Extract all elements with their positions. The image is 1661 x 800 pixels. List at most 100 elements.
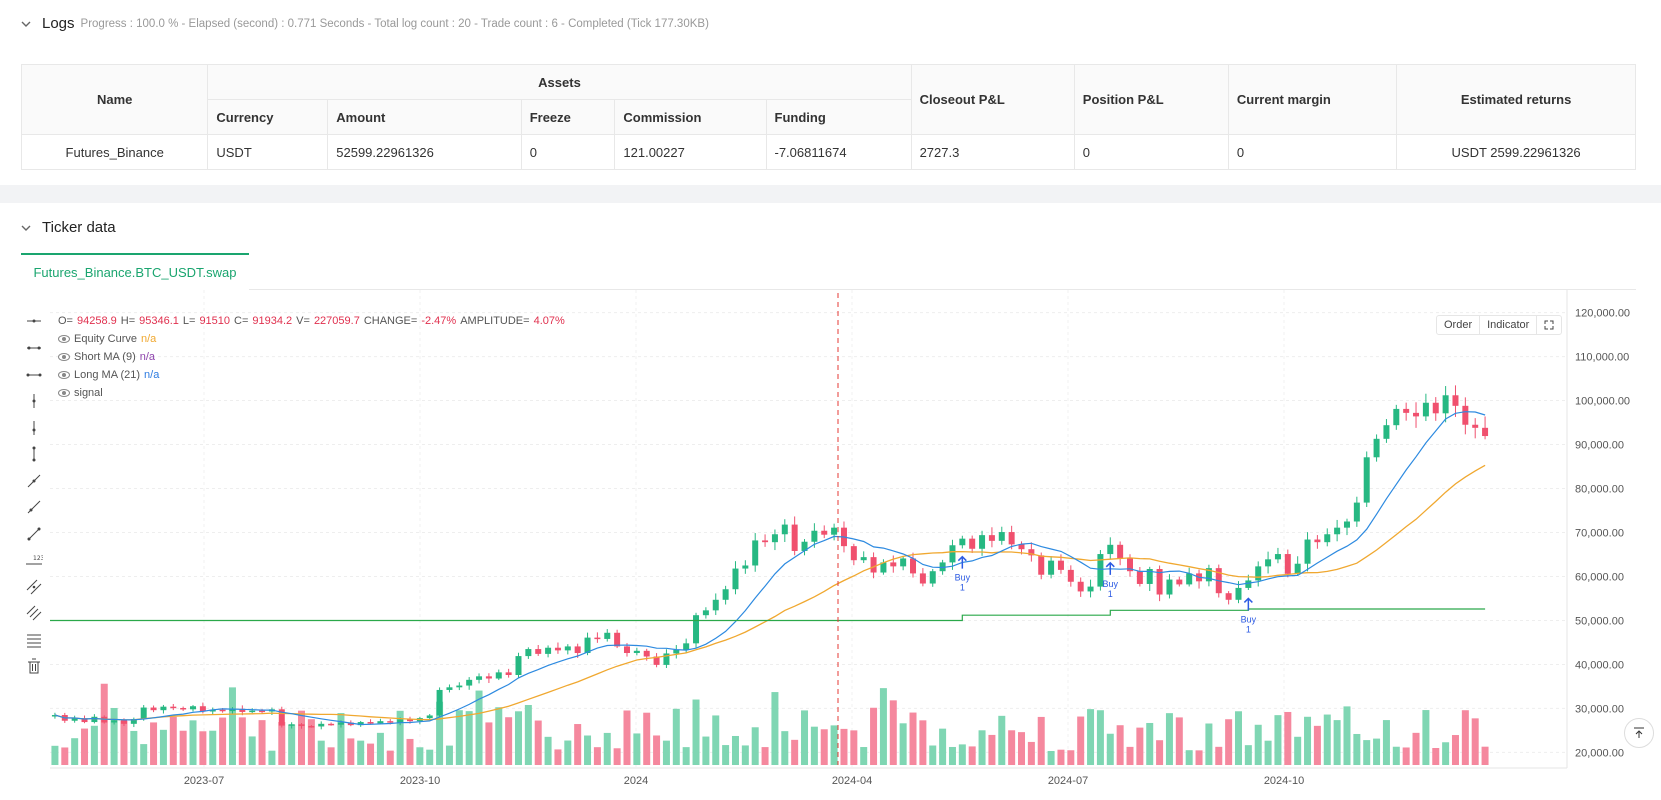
candle-body <box>752 540 759 566</box>
parallel-channel-icon[interactable] <box>22 576 46 598</box>
candle-body <box>150 707 157 711</box>
candle-body <box>259 710 266 713</box>
volume-bar <box>1185 750 1193 765</box>
scroll-to-top-button[interactable] <box>1624 718 1654 748</box>
volume-bar <box>791 739 799 765</box>
x-tick-label: 2023-07 <box>184 775 224 787</box>
candle-body <box>1284 554 1291 574</box>
volume-bar <box>179 730 187 765</box>
vertical-line-icon[interactable] <box>22 390 46 412</box>
fibonacci-lines-icon[interactable] <box>22 629 46 651</box>
candle-body <box>979 535 986 549</box>
cell-freeze: 0 <box>520 134 616 170</box>
volume-bar <box>741 745 749 765</box>
candle-body <box>554 647 561 651</box>
volume-bar <box>1422 710 1430 765</box>
candle-body <box>209 709 216 712</box>
candle-body <box>811 530 818 542</box>
volume-bar <box>1304 716 1312 765</box>
legend-long-ma[interactable]: Long MA (21) n/a <box>58 366 565 384</box>
segment-line-icon[interactable] <box>22 523 46 545</box>
eye-icon[interactable] <box>58 389 70 397</box>
candle-body <box>1038 555 1045 575</box>
volume-bar <box>692 699 700 765</box>
volume-bar <box>968 746 976 765</box>
eye-icon[interactable] <box>58 371 70 379</box>
candles <box>51 385 1489 730</box>
volume-bar <box>1175 717 1183 765</box>
buy-label: Buy <box>955 573 971 583</box>
candle-body <box>485 676 492 679</box>
volume-bar <box>879 688 887 765</box>
indicator-button[interactable]: Indicator <box>1480 316 1538 334</box>
horizontal-segment-icon[interactable] <box>22 364 46 386</box>
horizontal-ray-icon[interactable] <box>22 337 46 359</box>
eye-icon[interactable] <box>58 353 70 361</box>
volume-bar <box>1274 715 1282 765</box>
y-tick-label: 100,000.00 <box>1575 396 1630 408</box>
candle-body <box>860 557 867 561</box>
volume-bar <box>1057 749 1065 765</box>
cell-margin: 0 <box>1227 134 1398 170</box>
volume-bar <box>120 720 128 765</box>
y-tick-label: 20,000.00 <box>1575 747 1624 759</box>
candle-body <box>959 538 966 546</box>
chevron-down-icon[interactable] <box>20 222 32 234</box>
volume-bar <box>1392 746 1400 765</box>
volume-bar <box>1353 733 1361 765</box>
volume-bar <box>1412 732 1420 765</box>
volume-bar <box>1363 740 1371 765</box>
candle-body <box>347 722 354 726</box>
y-tick-label: 90,000.00 <box>1575 440 1624 452</box>
tab-btc-usdt-swap[interactable]: Futures_Binance.BTC_USDT.swap <box>21 253 249 290</box>
candle-body <box>1186 573 1193 585</box>
candlestick-chart[interactable]: 120,000.00110,000.00100,000.0090,000.008… <box>0 290 1661 800</box>
buy-label: Buy <box>1241 614 1257 624</box>
trend-line-icon[interactable] <box>22 470 46 492</box>
volume-bar <box>978 730 986 765</box>
trash-icon[interactable] <box>22 655 46 677</box>
order-button[interactable]: Order <box>1437 316 1481 334</box>
candle-body <box>1265 559 1272 567</box>
eye-icon[interactable] <box>58 335 70 343</box>
candle-body <box>446 687 453 690</box>
ray-line-icon[interactable] <box>22 496 46 518</box>
fib-channel-icon[interactable] <box>22 602 46 624</box>
legend-short-ma[interactable]: Short MA (9) n/a <box>58 348 565 366</box>
candle-body <box>71 718 78 721</box>
candle-body <box>160 706 167 711</box>
candle-body <box>801 541 808 551</box>
candle-body <box>476 676 483 680</box>
legend-signal[interactable]: signal <box>58 384 565 402</box>
cell-amount: 52599.22961326 <box>327 134 522 170</box>
volume-bar <box>574 724 582 765</box>
volume-bar <box>436 701 444 765</box>
volume-bar <box>130 730 138 765</box>
candle-body <box>357 722 364 726</box>
candle-body <box>426 715 433 719</box>
volume-bar <box>1244 745 1252 765</box>
ticker-header[interactable]: Ticker data <box>20 219 116 236</box>
chart-legend: O= 94258.9 H= 95346.1 L= 91510 C= 91934.2 V=… <box>58 312 565 402</box>
fullscreen-icon[interactable] <box>1537 316 1561 334</box>
candle-body <box>1304 539 1311 564</box>
horizontal-line-icon[interactable] <box>22 310 46 332</box>
volume-bar <box>1234 711 1242 765</box>
volume-bar <box>367 743 375 765</box>
vertical-ray-icon[interactable] <box>22 417 46 439</box>
legend-equity-curve[interactable]: Equity Curve n/a <box>58 330 565 348</box>
candle-body <box>505 672 512 675</box>
candle-body <box>623 646 630 654</box>
volume-bar <box>1156 740 1164 765</box>
chevron-down-icon[interactable] <box>20 18 32 30</box>
volume-bar <box>988 734 996 765</box>
price-line-icon[interactable]: 123 <box>22 549 46 571</box>
candle-body <box>170 706 177 709</box>
logs-header[interactable]: Logs Progress : 100.0 % - Elapsed (secon… <box>20 15 709 32</box>
volume-bar <box>288 724 296 765</box>
volume-bar <box>801 710 809 765</box>
vertical-segment-icon[interactable] <box>22 443 46 465</box>
candle-body <box>120 720 127 724</box>
volume-bar <box>51 745 59 765</box>
